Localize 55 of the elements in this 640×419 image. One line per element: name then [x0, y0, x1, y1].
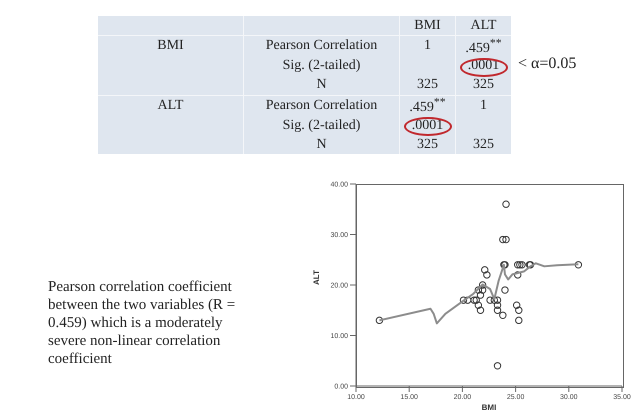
text: 325 [473, 136, 494, 152]
point [474, 286, 482, 294]
point [518, 261, 526, 268]
point [512, 302, 520, 309]
point [515, 316, 522, 324]
text: Sig. (2-tailed) [282, 58, 360, 74]
point [501, 286, 509, 294]
text: BMI [414, 18, 441, 32]
point [516, 261, 524, 268]
text: ALT [470, 18, 496, 32]
text: Pearson correlation coefficient between the two variables (R = 0.459) which is a moderately severe non-linear correlation coefficient [48, 278, 236, 368]
point [574, 261, 582, 268]
point [478, 281, 486, 289]
text: < α=0.05 [518, 55, 576, 73]
point [460, 296, 468, 304]
point [494, 362, 502, 370]
text: Pearson Correlation [266, 98, 378, 113]
point [376, 316, 384, 324]
text: 1 [480, 98, 487, 113]
text: 1 [424, 38, 431, 54]
point [470, 296, 478, 304]
point [514, 261, 522, 268]
text: .459$^{**}$ [409, 96, 446, 116]
point [494, 302, 502, 309]
text: N [316, 136, 327, 152]
point [476, 306, 484, 314]
point [490, 296, 498, 304]
point [464, 296, 472, 304]
point [502, 200, 510, 208]
point [472, 296, 480, 304]
text: .459$^{**}$ [465, 36, 502, 56]
x-axis-title: BMI [482, 403, 496, 412]
y-axis-title: ALT [312, 270, 321, 285]
point [502, 236, 510, 244]
text: 325 [417, 77, 438, 92]
point [486, 296, 494, 304]
point [494, 296, 502, 304]
text: N [316, 77, 327, 92]
point [499, 312, 507, 319]
point [494, 306, 502, 314]
text: .0001 [412, 118, 444, 133]
point [476, 291, 484, 299]
text: Sig. (2-tailed) [282, 118, 360, 133]
point [499, 236, 507, 244]
point [474, 302, 482, 309]
text: BMI [157, 38, 184, 54]
point [515, 306, 522, 314]
text: ALT [158, 98, 184, 113]
text: 325 [473, 77, 494, 92]
text: Pearson Correlation [266, 38, 378, 54]
point [481, 266, 488, 274]
point [514, 271, 522, 279]
text: 325 [417, 136, 438, 152]
point [478, 286, 486, 294]
point [483, 271, 491, 279]
